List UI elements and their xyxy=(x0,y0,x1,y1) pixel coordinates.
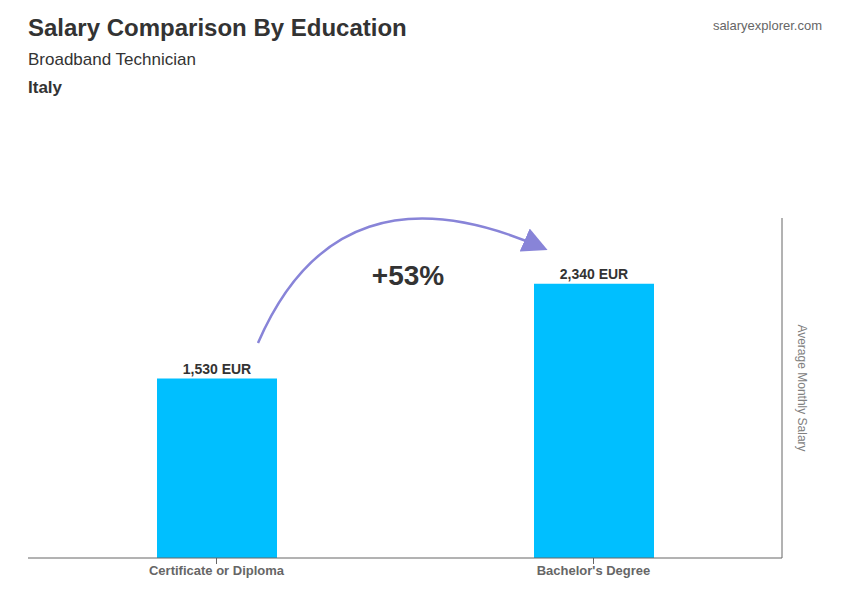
svg-text:+53%: +53% xyxy=(372,260,444,291)
html-text:Italy: Italy xyxy=(28,78,62,97)
html-text:Broadband Technician: Broadband Technician xyxy=(28,50,196,69)
svg-text:1,530 EUR: 1,530 EUR xyxy=(183,361,251,377)
svg-text:Average Monthly Salary: Average Monthly Salary xyxy=(795,324,809,451)
svg-text:2,340 EUR: 2,340 EUR xyxy=(560,266,628,282)
html-text:Salary Comparison By Education: Salary Comparison By Education xyxy=(28,14,407,41)
svg-text:Certificate or Diploma: Certificate or Diploma xyxy=(149,563,285,578)
html-text:salaryexplorer.com: salaryexplorer.com xyxy=(712,18,822,33)
svg-text:Bachelor's Degree: Bachelor's Degree xyxy=(537,563,651,578)
